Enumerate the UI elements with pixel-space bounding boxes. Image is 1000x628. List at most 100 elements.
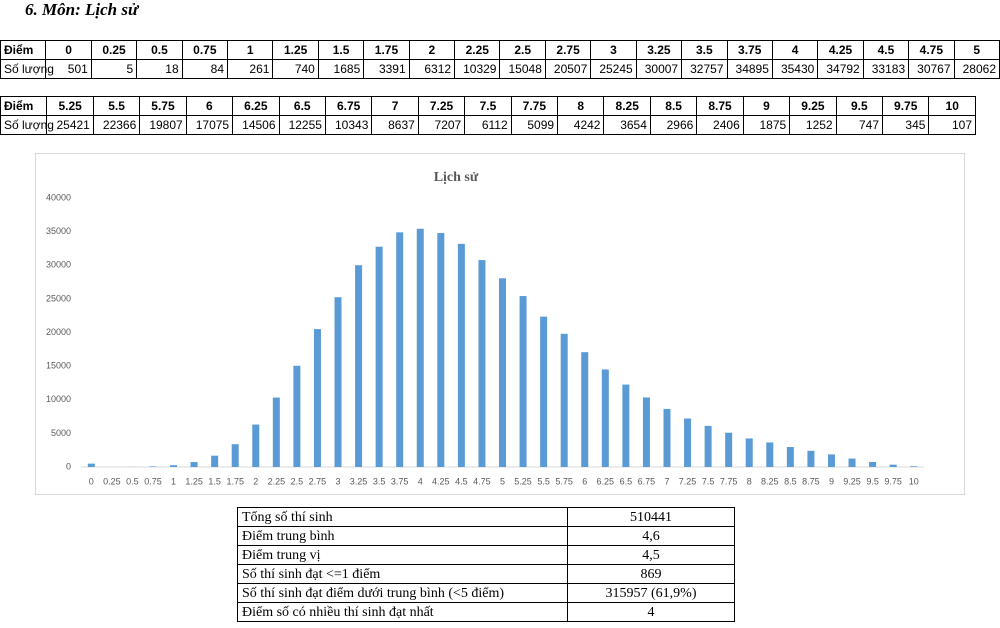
count-cell: 18 — [136, 59, 183, 79]
x-tick-label: 5.75 — [555, 476, 573, 486]
score-row: Điểm 0 0.25 0.5 0.75 1 1.25 1.5 1.75 2 2.25 2.5 2.75… — [0, 40, 1000, 60]
bar — [601, 369, 609, 467]
count-cell: 1685 — [317, 59, 365, 79]
summary-row: Điểm trung bình 4,6 — [237, 526, 735, 546]
score-cell: 4.75 — [908, 40, 955, 60]
x-tick-label: 1 — [171, 476, 176, 486]
bar — [560, 333, 568, 467]
x-tick-label: 1.25 — [185, 476, 203, 486]
x-tick-label: 3.25 — [350, 476, 368, 486]
x-tick-label: 4.75 — [473, 476, 491, 486]
row-label: Điểm — [0, 96, 48, 116]
score-cell: 8.25 — [603, 96, 651, 116]
score-cell: 5.5 — [92, 96, 141, 116]
x-tick-label: 3.75 — [391, 476, 409, 486]
x-tick-label: 0.75 — [144, 476, 162, 486]
x-tick-label: 7 — [664, 476, 669, 486]
score-cell: 9.75 — [882, 96, 930, 116]
score-cell: 8 — [557, 96, 605, 116]
bar — [889, 464, 897, 467]
x-tick-label: 5.25 — [514, 476, 532, 486]
bar — [745, 438, 753, 467]
score-cell: 5.25 — [46, 96, 94, 116]
bar — [766, 442, 774, 467]
score-cell: 1.5 — [317, 40, 365, 60]
score-cell: 6 — [185, 96, 234, 116]
count-cell: 261 — [227, 59, 274, 79]
x-tick-label: 4.5 — [455, 476, 468, 486]
score-cell: 5.75 — [139, 96, 187, 116]
score-cell: 2.5 — [499, 40, 546, 60]
score-cell: 7.25 — [417, 96, 466, 116]
count-cell: 107 — [928, 115, 976, 135]
bar — [170, 465, 178, 467]
bar — [396, 232, 404, 467]
bar — [190, 462, 198, 467]
bar — [499, 278, 506, 467]
x-tick-label: 3 — [336, 476, 341, 486]
count-cell: 2406 — [696, 115, 744, 135]
score-cell: 1 — [227, 40, 274, 60]
score-cell: 2.75 — [544, 40, 592, 60]
count-cell: 20507 — [544, 59, 592, 79]
y-tick-label: 40000 — [46, 192, 71, 202]
count-cell: 6312 — [408, 59, 456, 79]
summary-table: Tổng số thí sinh 510441 Điểm trung bình 4,6… — [237, 507, 735, 622]
count-cell: 2966 — [649, 115, 698, 135]
bar — [827, 454, 835, 467]
count-cell: 17075 — [185, 115, 234, 135]
bar — [581, 352, 589, 467]
score-table: Điểm 0 0.25 0.5 0.75 1 1.25 1.5 1.75 2 2.25 2.5 2.75… — [0, 40, 1000, 79]
summary-row: Điểm số có nhiều thí sinh đạt nhất 4 — [237, 602, 735, 622]
count-cell: 501 — [45, 59, 92, 79]
score-cell: 0.25 — [90, 40, 138, 60]
count-cell: 747 — [835, 115, 884, 135]
x-tick-label: 10 — [909, 476, 919, 486]
bar — [272, 397, 280, 467]
summary-value: 4 — [567, 602, 735, 622]
score-cell: 6.75 — [324, 96, 373, 116]
count-cell: 28062 — [953, 59, 1000, 79]
score-cell: 4 — [771, 40, 819, 60]
chart: Lịch sử 05000100001500020000250003000035… — [46, 170, 924, 486]
y-tick-label: 5000 — [51, 428, 71, 438]
bar — [642, 397, 650, 467]
count-cell: 33183 — [862, 59, 910, 79]
score-table: Điểm 5.25 5.5 5.75 6 6.25 6.5 6.75 7 7.25 7.5 7.75 8… — [0, 96, 976, 135]
x-tick-label: 9.75 — [884, 476, 902, 486]
y-tick-label: 25000 — [46, 293, 71, 303]
bar — [375, 246, 383, 467]
count-cell: 7207 — [417, 115, 466, 135]
x-tick-label: 8.5 — [784, 476, 797, 486]
heading: 6. Môn: Lịch sử — [25, 0, 139, 19]
y-tick-label: 15000 — [46, 361, 71, 371]
bar — [663, 408, 671, 467]
bar — [622, 384, 630, 467]
x-tick-label: 0 — [89, 476, 94, 486]
bar — [478, 260, 486, 467]
score-cell: 3.5 — [681, 40, 728, 60]
x-tick-label: 6.75 — [638, 476, 656, 486]
score-cell: 0 — [45, 40, 92, 60]
count-row: Số lượng 25421 22366 19807 17075 14506 12255 10… — [0, 115, 976, 135]
score-cell: 2.25 — [454, 40, 501, 60]
count-cell: 740 — [272, 59, 319, 79]
count-cell: 12255 — [278, 115, 326, 135]
count-cell: 32757 — [681, 59, 728, 79]
bar — [437, 233, 445, 467]
x-tick-label: 1.75 — [226, 476, 244, 486]
score-cell: 6.25 — [232, 96, 280, 116]
bar — [416, 228, 424, 467]
x-tick-label: 8.25 — [761, 476, 779, 486]
count-cell: 345 — [882, 115, 930, 135]
summary-value: 510441 — [567, 507, 735, 527]
count-cell: 19807 — [139, 115, 187, 135]
count-cell: 10329 — [454, 59, 501, 79]
bar — [252, 424, 260, 467]
x-tick-label: 9.25 — [843, 476, 861, 486]
count-row: Số lượng 501 5 18 84 261 740 1685 3391 6312 10329 1… — [0, 59, 1000, 79]
chart-title: Lịch sử — [434, 170, 479, 185]
summary-label: Tổng số thí sinh — [237, 507, 568, 527]
bar — [704, 425, 712, 467]
